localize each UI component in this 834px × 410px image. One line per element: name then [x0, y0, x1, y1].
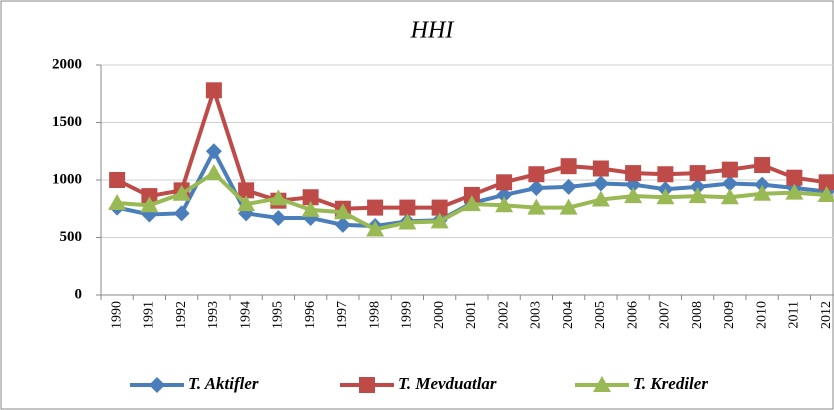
x-tick-label: 2011: [787, 301, 802, 328]
x-tick-label: 2010: [754, 301, 769, 329]
x-tick-label: 1996: [303, 301, 318, 329]
point: [301, 200, 320, 217]
point: [721, 175, 738, 192]
legend-label: T. Krediler: [633, 374, 708, 393]
point: [817, 185, 834, 202]
point: [592, 175, 609, 192]
x-tick-label: 2008: [690, 301, 705, 329]
point: [592, 160, 609, 177]
point: [205, 143, 222, 160]
point: [270, 209, 287, 226]
point: [141, 188, 158, 205]
point: [173, 205, 190, 222]
point: [689, 165, 706, 182]
x-tick-label: 2003: [529, 301, 544, 329]
x-tick-label: 2009: [722, 301, 737, 329]
point: [560, 158, 577, 175]
point: [109, 172, 126, 188]
legend-marker: [593, 376, 611, 392]
point: [302, 189, 319, 206]
point: [399, 199, 416, 216]
point: [334, 216, 351, 233]
legend-marker: [149, 377, 165, 393]
point: [398, 213, 417, 230]
point: [140, 196, 159, 213]
x-tick-label: 1994: [238, 301, 253, 329]
point: [172, 184, 191, 201]
point: [528, 180, 545, 197]
point: [753, 184, 772, 201]
x-tick-label: 2002: [496, 301, 511, 329]
point: [689, 178, 706, 195]
x-tick-label: 2012: [819, 301, 834, 329]
point: [528, 166, 545, 183]
x-tick-label: 2001: [464, 301, 479, 329]
x-tick-label: 2004: [561, 301, 576, 329]
point: [495, 196, 514, 213]
point: [720, 188, 739, 205]
point: [657, 166, 674, 183]
y-tick-label: 1000: [52, 171, 82, 187]
point: [204, 164, 223, 181]
point: [591, 190, 610, 207]
y-tick-label: 2000: [52, 56, 82, 72]
point: [237, 195, 256, 212]
x-tick-label: 1991: [142, 301, 157, 329]
point: [559, 198, 578, 215]
legend-label: T. Aktifler: [188, 374, 259, 393]
point: [560, 178, 577, 195]
point: [527, 198, 546, 215]
point: [269, 189, 288, 206]
point: [496, 186, 513, 203]
x-tick-label: 1998: [367, 301, 382, 329]
point: [721, 161, 738, 178]
point: [462, 195, 481, 212]
point: [367, 199, 384, 216]
point: [205, 82, 222, 99]
y-tick-label: 500: [60, 229, 83, 245]
x-tick-label: 2006: [625, 301, 640, 329]
point: [754, 157, 771, 174]
x-tick-label: 1997: [335, 301, 350, 329]
point: [786, 169, 803, 186]
point: [625, 165, 642, 182]
legend-marker: [359, 377, 375, 393]
x-tick-label: 2000: [432, 301, 447, 329]
point: [333, 203, 352, 220]
point: [624, 187, 643, 204]
x-tick-label: 1999: [400, 301, 415, 329]
point: [430, 212, 449, 229]
point: [754, 176, 771, 193]
point: [818, 174, 834, 191]
chart-title: HHI: [410, 18, 455, 44]
x-tick-label: 1990: [109, 301, 124, 329]
x-tick-label: 2007: [658, 301, 673, 329]
y-tick-label: 0: [75, 286, 83, 302]
x-tick-label: 1993: [206, 301, 221, 329]
legend-label: T. Mevduatlar: [398, 374, 497, 393]
point: [108, 194, 127, 210]
point: [688, 187, 707, 204]
point: [238, 182, 255, 199]
point: [785, 183, 804, 200]
x-tick-label: 1992: [174, 301, 189, 329]
point: [496, 174, 513, 191]
x-tick-label: 2005: [593, 301, 608, 329]
x-tick-label: 1995: [271, 301, 286, 329]
point: [463, 186, 480, 203]
point: [656, 188, 675, 205]
y-tick-label: 1500: [52, 114, 82, 130]
point: [366, 220, 385, 237]
point: [431, 199, 448, 216]
